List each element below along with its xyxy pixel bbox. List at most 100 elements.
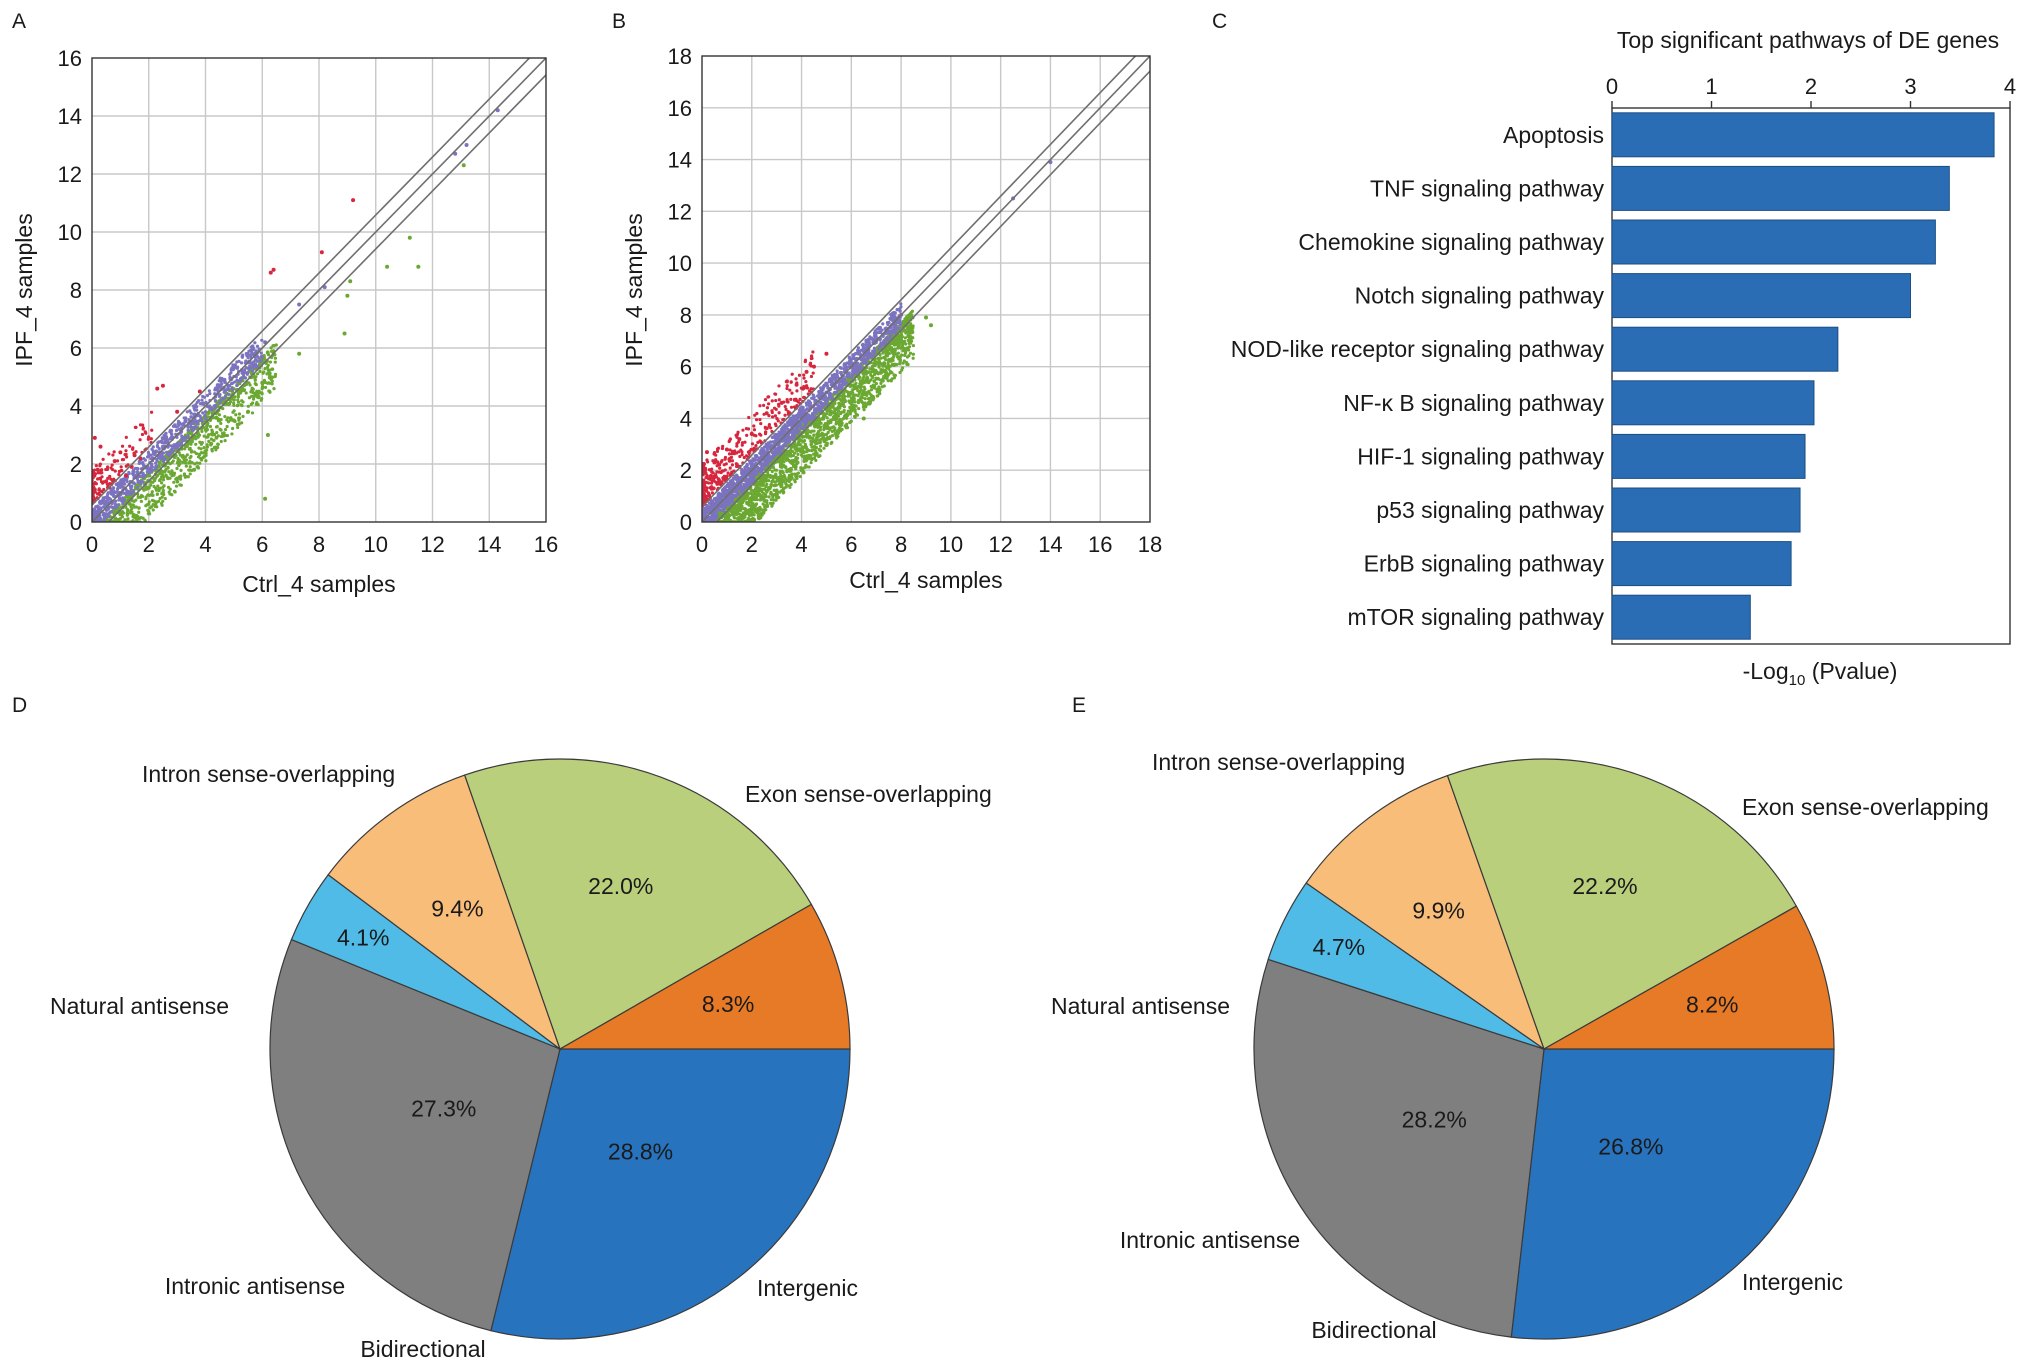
down-regulated-point (892, 347, 896, 352)
x-tick-label: 10 (364, 532, 388, 557)
down-regulated-point (272, 344, 276, 348)
not-significant-point (201, 394, 205, 399)
down-regulated-point (803, 465, 807, 470)
down-regulated-point (909, 331, 913, 335)
down-regulated-point (734, 507, 738, 511)
down-regulated-point (881, 379, 885, 383)
down-regulated-point (188, 468, 192, 472)
not-significant-point (217, 383, 222, 388)
not-significant-point (204, 416, 208, 421)
down-regulated-point (167, 490, 171, 494)
not-significant-point (129, 486, 133, 490)
down-regulated-point (236, 403, 240, 407)
down-regulated-point (851, 388, 855, 392)
not-significant-point (189, 425, 193, 429)
down-regulated-point (731, 512, 735, 516)
y-tick-label: 12 (58, 162, 82, 187)
down-regulated-point (751, 489, 756, 493)
down-regulated-point (796, 452, 800, 456)
down-regulated-point (795, 472, 799, 476)
y-tick-label: 14 (58, 104, 82, 129)
not-significant-point (260, 338, 264, 342)
down-regulated-point (837, 401, 841, 405)
down-regulated-point (784, 481, 788, 486)
x-tick-label: 8 (313, 532, 325, 557)
down-regulated-point (195, 465, 199, 469)
not-significant-point (121, 501, 125, 505)
down-regulated-point (240, 403, 244, 408)
down-regulated-point (801, 454, 805, 459)
down-regulated-point (120, 515, 125, 519)
not-significant-point (166, 438, 170, 442)
down-regulated-point (780, 469, 784, 473)
down-regulated-point (856, 398, 861, 403)
not-significant-point (141, 480, 145, 484)
not-significant-point (100, 501, 104, 505)
not-significant-point (104, 512, 108, 516)
down-regulated-point (225, 424, 229, 429)
down-regulated-point (887, 367, 891, 371)
plot-frame-a (91, 57, 547, 523)
up-regulated-point (99, 489, 103, 493)
up-regulated-point (110, 463, 114, 467)
up-regulated-point (271, 267, 276, 272)
down-regulated-point (824, 443, 828, 447)
down-regulated-point (808, 454, 812, 458)
down-regulated-point (735, 510, 740, 514)
up-regulated-point (104, 479, 109, 484)
down-regulated-point (909, 339, 914, 343)
down-regulated-point (182, 457, 186, 461)
not-significant-point (250, 352, 254, 356)
y-tick-label: 16 (58, 46, 82, 71)
up-regulated-point (140, 432, 145, 437)
not-significant-point (163, 457, 167, 461)
down-regulated-point (832, 428, 836, 433)
down-regulated-point (137, 506, 141, 510)
up-regulated-point (128, 444, 132, 448)
down-regulated-point (246, 409, 251, 414)
down-regulated-point (210, 432, 214, 437)
down-regulated-point (858, 375, 862, 379)
down-regulated-point (149, 505, 154, 509)
down-regulated-point (890, 371, 894, 375)
down-regulated-point (216, 419, 220, 423)
down-regulated-point (818, 444, 823, 448)
down-regulated-point (783, 475, 787, 479)
up-regulated-point (94, 482, 98, 486)
not-significant-point (186, 425, 190, 429)
not-significant-point (116, 503, 120, 507)
down-regulated-point (155, 492, 160, 496)
down-regulated-point (134, 514, 138, 519)
not-significant-point (183, 419, 187, 423)
not-significant-point (245, 353, 249, 358)
x-tick-label: 12 (420, 532, 444, 557)
down-regulated-point (385, 264, 390, 269)
not-significant-point (719, 508, 723, 512)
down-regulated-point (176, 459, 180, 463)
up-regulated-point (95, 467, 100, 472)
down-regulated-point (810, 457, 814, 461)
x-tick-label: 4 (199, 532, 211, 557)
not-significant-point (186, 434, 190, 438)
down-regulated-point (121, 511, 126, 515)
down-regulated-point (741, 500, 745, 505)
up-regulated-point (105, 467, 110, 472)
down-regulated-point (825, 416, 829, 420)
down-regulated-point (209, 441, 214, 446)
down-regulated-point (858, 382, 862, 386)
down-regulated-point (886, 360, 890, 364)
not-significant-point (174, 428, 179, 433)
down-regulated-point (765, 474, 769, 479)
up-regulated-point (119, 465, 123, 469)
down-regulated-point (740, 506, 744, 510)
down-regulated-point (865, 391, 869, 395)
down-regulated-point (160, 503, 164, 507)
down-regulated-point (830, 440, 834, 444)
up-regulated-point (115, 459, 120, 463)
down-regulated-point (815, 441, 819, 446)
down-regulated-point (852, 399, 856, 403)
down-regulated-point (769, 490, 773, 494)
not-significant-point (99, 506, 103, 510)
